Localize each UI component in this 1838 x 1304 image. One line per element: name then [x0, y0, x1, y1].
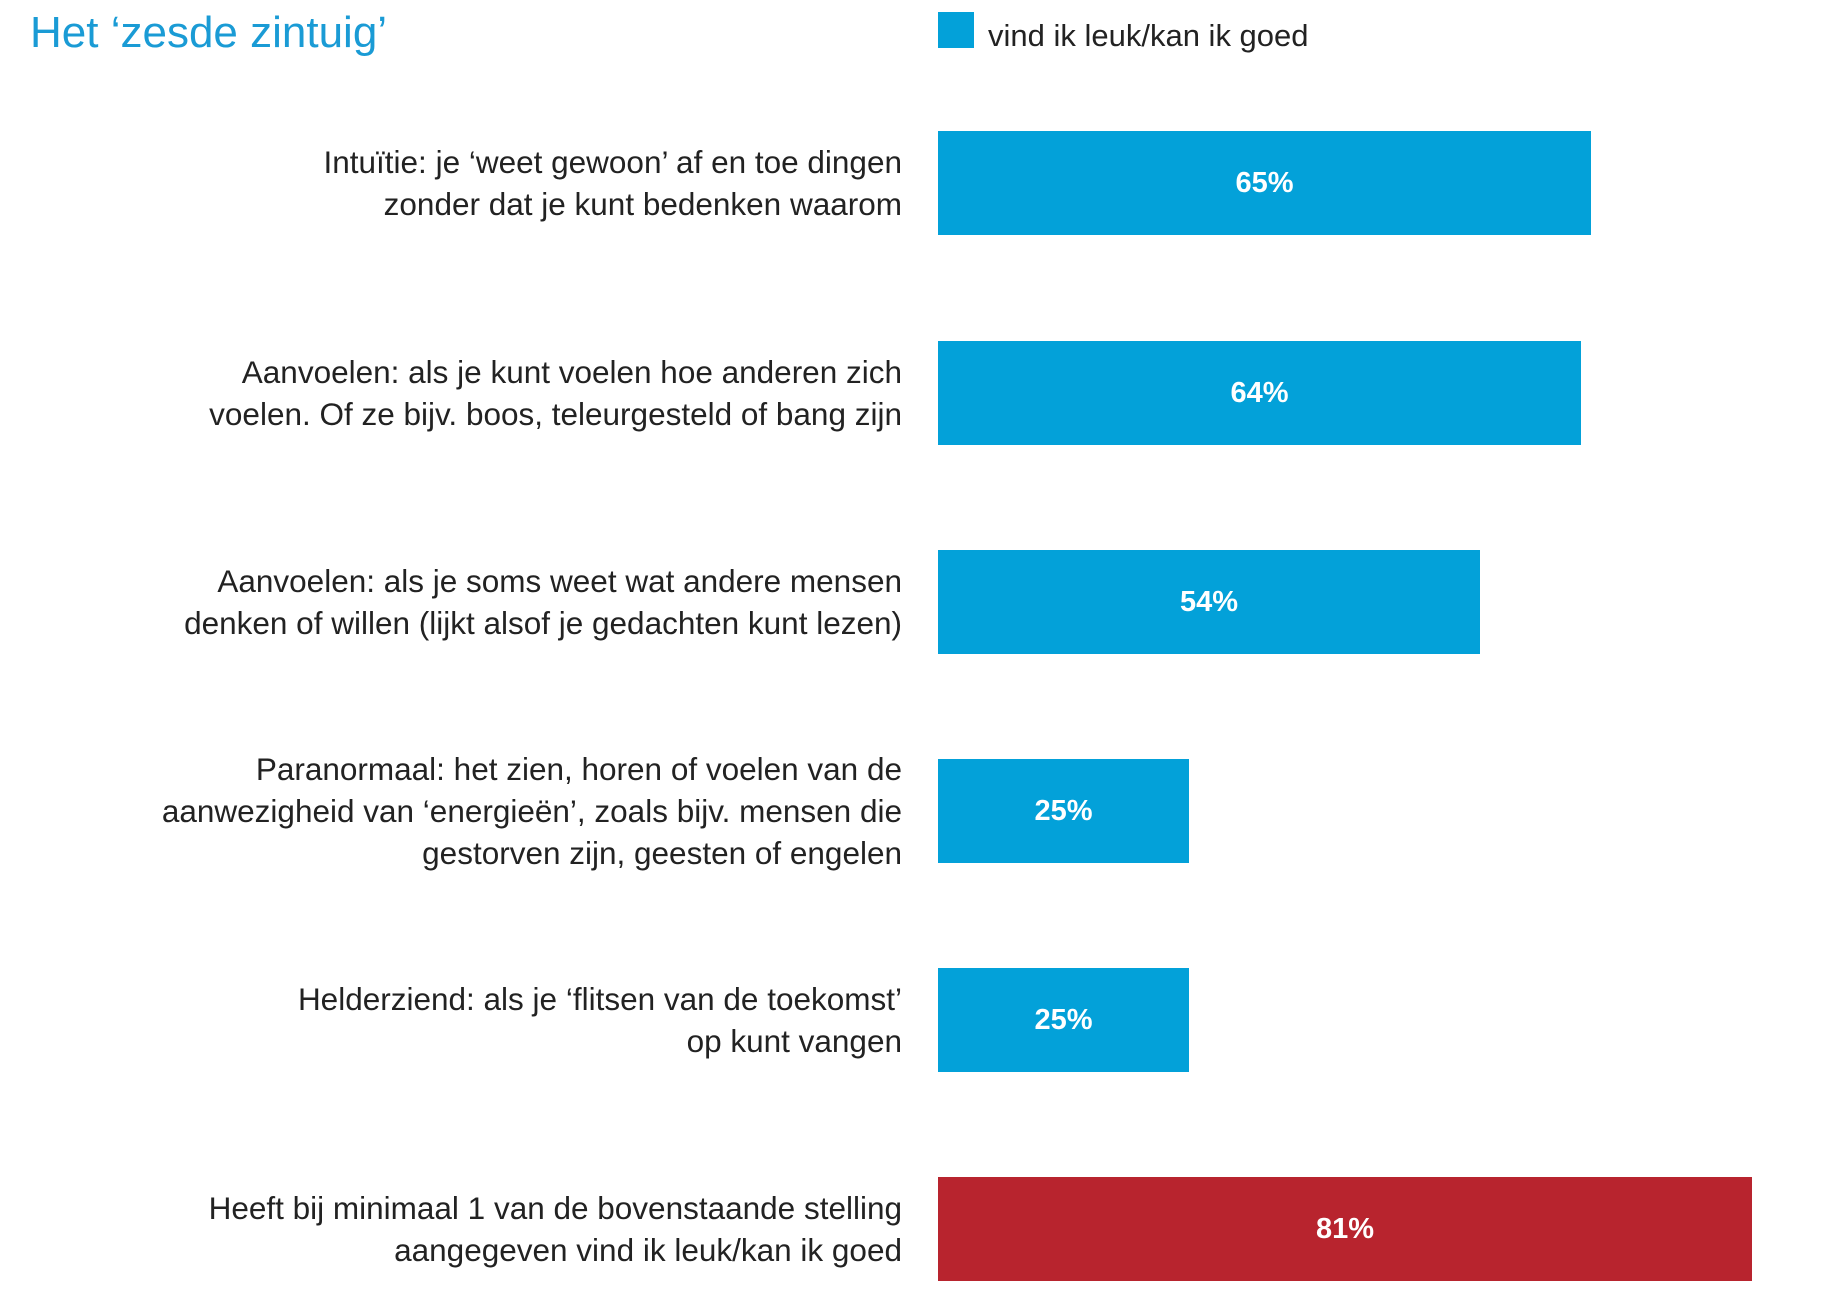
category-label: Paranormaal: het zien, horen of voelen v… [42, 748, 902, 874]
category-label-line: Heeft bij minimaal 1 van de bovenstaande… [208, 1190, 902, 1226]
category-label-line: gestorven zijn, geesten of engelen [422, 835, 902, 871]
bar: 25% [938, 759, 1189, 863]
category-label-line: voelen. Of ze bijv. boos, teleurgesteld … [209, 396, 902, 432]
category-label: Aanvoelen: als je soms weet wat andere m… [42, 560, 902, 644]
category-label-line: op kunt vangen [686, 1023, 902, 1059]
bar-value-label: 65% [1235, 166, 1294, 199]
bar: 81% [938, 1177, 1752, 1281]
category-label-line: zonder dat je kunt bedenken waarom [383, 186, 902, 222]
bar-row: Heeft bij minimaal 1 van de bovenstaande… [0, 1177, 1838, 1281]
bar-value-label: 25% [1034, 1003, 1093, 1036]
category-label-line: Helderziend: als je ‘flitsen van de toek… [297, 981, 902, 1017]
category-label: Aanvoelen: als je kunt voelen hoe andere… [42, 351, 902, 435]
bar-value-label: 64% [1230, 376, 1289, 409]
bar-row: Helderziend: als je ‘flitsen van de toek… [0, 968, 1838, 1072]
category-label-line: Aanvoelen: als je soms weet wat andere m… [217, 563, 902, 599]
legend-label: vind ik leuk/kan ik goed [988, 18, 1309, 53]
category-label: Helderziend: als je ‘flitsen van de toek… [42, 978, 902, 1062]
bar-row: Aanvoelen: als je soms weet wat andere m… [0, 550, 1838, 654]
category-label: Heeft bij minimaal 1 van de bovenstaande… [42, 1187, 902, 1271]
bar: 65% [938, 131, 1591, 235]
category-label-line: Aanvoelen: als je kunt voelen hoe andere… [241, 354, 902, 390]
bar: 25% [938, 968, 1189, 1072]
legend-swatch [938, 12, 974, 48]
category-label: Intuïtie: je ‘weet gewoon’ af en toe din… [42, 141, 903, 225]
category-label-line: aangegeven vind ik leuk/kan ik goed [394, 1232, 902, 1268]
bar-value-label: 25% [1034, 794, 1093, 827]
category-label-line: Paranormaal: het zien, horen of voelen v… [255, 751, 902, 787]
legend: vind ik leuk/kan ik goed [938, 12, 1309, 53]
bar: 64% [938, 341, 1581, 445]
bar: 54% [938, 550, 1480, 654]
bar-row: Aanvoelen: als je kunt voelen hoe andere… [0, 341, 1838, 445]
bar-value-label: 54% [1179, 585, 1239, 618]
category-label-line: Intuïtie: je ‘weet gewoon’ af en toe din… [323, 144, 903, 180]
category-label-line: denken of willen (lijkt alsof je gedacht… [184, 605, 902, 641]
category-label-line: aanwezigheid van ‘energieën’, zoals bijv… [161, 793, 902, 829]
bar-row: Paranormaal: het zien, horen of voelen v… [0, 751, 1838, 871]
bar-value-label: 81% [1315, 1212, 1375, 1245]
chart-title: Het ‘zesde zintuig’ [30, 8, 388, 57]
bar-row: Intuïtie: je ‘weet gewoon’ af en toe din… [0, 131, 1838, 235]
